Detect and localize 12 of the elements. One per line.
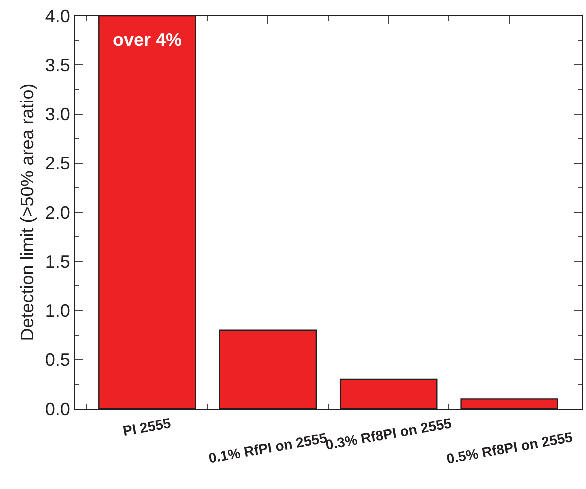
y-tick-label: 2.5 <box>45 154 70 174</box>
y-tick-label: 0.5 <box>45 350 70 370</box>
y-tick-label: 3.0 <box>45 104 70 125</box>
x-tick-label: PI 2555 <box>122 414 172 440</box>
annotation: over 4% <box>113 30 182 50</box>
y-tick-label: 3.5 <box>45 55 70 76</box>
y-tick-label: 2.0 <box>45 202 70 223</box>
y-tick-label: 0.0 <box>45 399 70 420</box>
y-tick-label: 1.5 <box>45 252 70 272</box>
y-tick-label: 4.0 <box>45 6 70 26</box>
y-axis-title: Detection limit (>50% area ratio) <box>18 84 38 342</box>
y-tick-label: 1.0 <box>45 301 70 322</box>
